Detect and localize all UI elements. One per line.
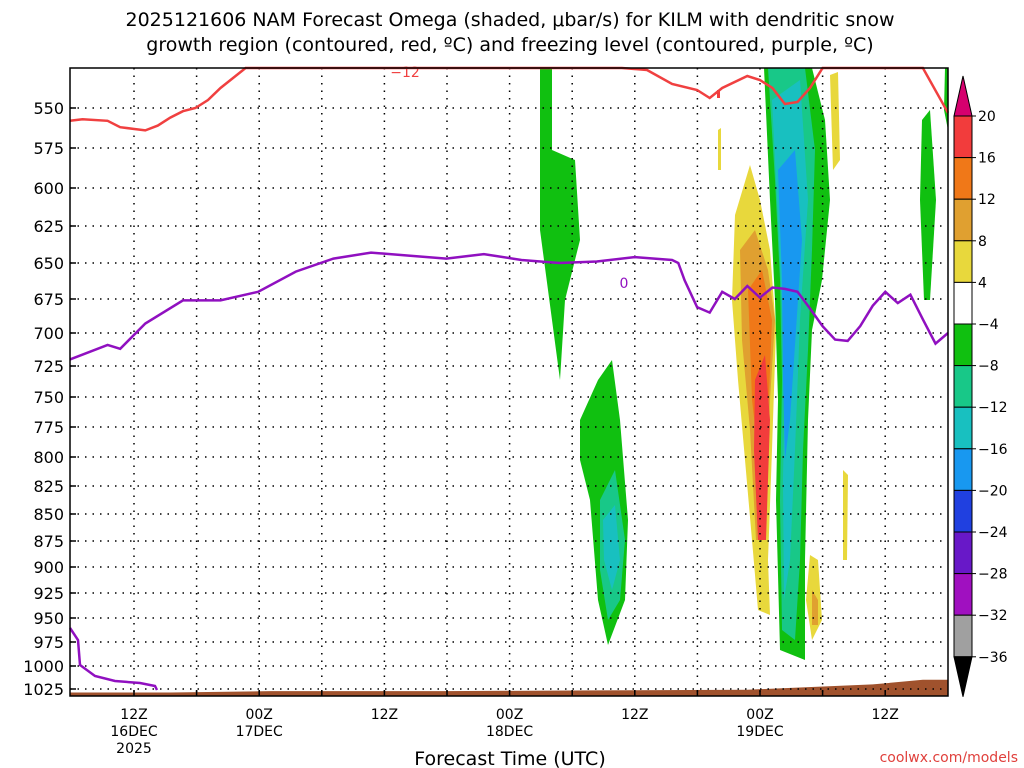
colorbar-swatch [953,115,973,159]
omega-region-yellow-small [843,470,848,560]
omega-shading [540,68,948,660]
colorbar: 20 16 12 8 4 −4 −8 −12 −16 −20 −24 −28 −32 −36 [953,75,1008,697]
freezing-level-contour-low [68,627,159,691]
x-tick-date: 18DEC [486,724,533,740]
colorbar-swatch [953,281,973,325]
omega-region-green-right [920,110,936,300]
colorbar-label: −24 [978,525,1008,541]
y-tick-label: 675 [33,290,64,309]
colorbar-label: −16 [978,442,1008,458]
y-tick-label: 900 [33,558,64,577]
x-tick-label: 00Z [245,707,272,723]
omega-region-blue-upper [778,150,802,460]
y-tick-label: 1000 [23,657,64,676]
chart-title-line2: growth region (contoured, red, ºC) and f… [146,34,873,56]
x-tick-label: 12Z [120,707,147,723]
colorbar-swatch [953,157,973,200]
colorbar-label: −4 [978,317,999,333]
colorbar-swatch [953,531,973,575]
omega-region-cyan [603,505,620,590]
colorbar-swatch [953,406,973,450]
y-tick-label: 825 [33,477,64,496]
terrain-surface [70,679,948,696]
colorbar-label: −36 [978,650,1008,666]
x-tick-label: 12Z [371,707,398,723]
colorbar-label: −12 [978,400,1008,416]
chart-title-line1: 2025121606 NAM Forecast Omega (shaded, μ… [126,9,895,31]
x-tick-label: 00Z [496,707,523,723]
y-tick-label: 1025 [23,680,64,699]
y-tick-label: 950 [33,609,64,628]
y-tick-label: 575 [33,139,64,158]
dendritic-contour-label: −12 [390,65,420,81]
y-tick-label: 700 [33,324,64,343]
omega-region-gold-small [812,590,818,625]
colorbar-swatch [953,198,973,242]
credit-text[interactable]: coolwx.com/models [880,750,1018,766]
colorbar-label: −20 [978,483,1008,499]
y-tick-label: 650 [33,254,64,273]
freezing-level-label: 0 [620,276,629,292]
colorbar-label: 8 [978,234,987,250]
colorbar-label: 20 [978,109,996,125]
y-tick-label: 725 [33,357,64,376]
y-tick-label: 600 [33,179,64,198]
colorbar-swatch [953,614,973,658]
colorbar-swatch [953,489,973,533]
colorbar-label: −8 [978,359,999,375]
colorbar-label: 4 [978,275,987,291]
omega-region-yellow-small [830,72,840,170]
colorbar-bottom-arrow [953,656,973,697]
omega-region-red [754,355,770,540]
x-tick-date: 19DEC [736,724,783,740]
y-tick-label: 550 [33,99,64,118]
x-tick-year: 2025 [116,741,152,757]
colorbar-label: −28 [978,567,1008,583]
y-tick-label: 875 [33,532,64,551]
y-axis: 550 575 600 625 650 675 700 725 750 775 800 825 850 8… [23,99,76,699]
omega-region-green-right [944,68,948,130]
colorbar-swatch [953,365,973,408]
y-tick-label: 800 [33,448,64,467]
colorbar-label: 12 [978,192,996,208]
x-tick-date: 16DEC [110,724,157,740]
colorbar-top-arrow [953,75,973,117]
colorbar-swatch [953,240,973,283]
x-tick-label: 12Z [621,707,648,723]
colorbar-label: 16 [978,151,996,167]
y-tick-label: 625 [33,217,64,236]
omega-region-green [540,68,580,380]
y-tick-label: 750 [33,388,64,407]
colorbar-swatch [953,448,973,491]
freezing-level-contour [69,251,949,361]
y-tick-label: 925 [33,584,64,603]
y-tick-label: 775 [33,418,64,437]
omega-region-yellow-small [718,128,721,170]
colorbar-swatch [953,573,973,616]
x-tick-date: 17DEC [236,724,283,740]
x-tick-label: 00Z [746,707,773,723]
x-axis-label: Forecast Time (UTC) [414,748,605,768]
colorbar-swatch [953,323,973,367]
x-tick-label: 12Z [871,707,898,723]
colorbar-label: −32 [978,608,1008,624]
y-tick-label: 850 [33,505,64,524]
y-tick-label: 975 [33,633,64,652]
